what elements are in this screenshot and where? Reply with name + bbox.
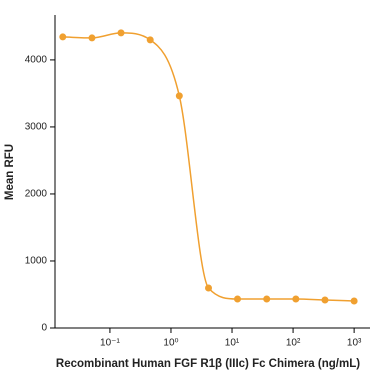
data-point — [88, 34, 96, 42]
y-tick-label: 0 — [41, 323, 47, 334]
data-point — [350, 297, 358, 305]
x-tick-label: 10⁰ — [163, 338, 178, 349]
data-point — [321, 296, 329, 304]
data-point — [234, 295, 242, 303]
x-tick-label: 10⁻¹ — [100, 338, 120, 349]
y-axis-label: Mean RFU — [4, 144, 16, 200]
data-point — [205, 284, 213, 292]
y-tick-label: 2000 — [25, 189, 48, 200]
data-point — [175, 92, 183, 100]
data-point — [292, 295, 300, 303]
x-tick-label: 10³ — [347, 338, 362, 349]
y-tick-label: 1000 — [25, 256, 48, 267]
y-tick-label: 3000 — [25, 122, 48, 133]
data-point — [59, 33, 67, 41]
data-point — [146, 36, 154, 44]
x-axis-label: Recombinant Human FGF R1β (IIIc) Fc Chim… — [56, 358, 360, 370]
y-tick-label: 4000 — [25, 55, 48, 66]
fit-curve — [62, 32, 355, 302]
x-tick-label: 10¹ — [225, 338, 240, 349]
x-tick-label: 10² — [286, 338, 301, 349]
data-point — [263, 295, 271, 303]
data-point — [117, 29, 125, 37]
